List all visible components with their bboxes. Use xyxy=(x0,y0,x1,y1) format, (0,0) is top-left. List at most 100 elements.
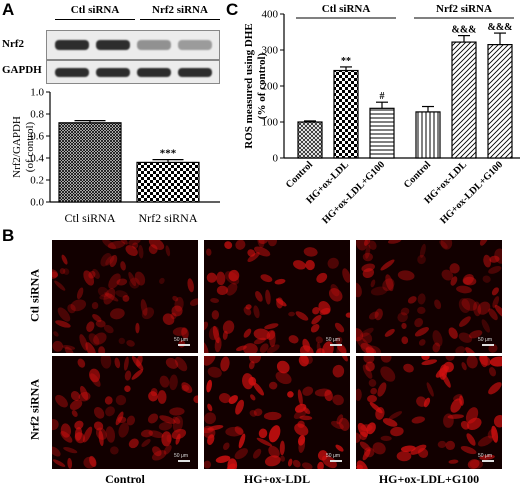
cell xyxy=(356,240,368,251)
cell xyxy=(52,418,59,431)
cell xyxy=(148,430,164,439)
cell xyxy=(334,322,345,333)
cell xyxy=(206,248,212,256)
micro-row-label-ctl: Ctl siRNA xyxy=(27,269,42,322)
cell xyxy=(459,395,464,406)
cell xyxy=(93,421,104,431)
cell xyxy=(99,293,113,300)
cell xyxy=(280,455,286,462)
cell xyxy=(123,356,129,371)
blot-header-line-ctl xyxy=(55,19,135,20)
cell xyxy=(148,240,165,250)
cell xyxy=(134,271,146,286)
cell xyxy=(297,435,306,446)
cell xyxy=(426,382,434,397)
cell xyxy=(265,289,271,305)
cell xyxy=(114,357,121,369)
cell xyxy=(91,302,99,310)
cell xyxy=(216,285,228,296)
cell xyxy=(312,306,320,315)
cell xyxy=(98,430,104,447)
cell xyxy=(460,445,477,455)
cell xyxy=(249,356,262,364)
x-tick-label: HG+ox-LDL+G100 xyxy=(438,159,505,226)
cell xyxy=(206,272,217,283)
cell xyxy=(67,304,76,314)
cell xyxy=(224,241,233,249)
cell xyxy=(204,412,217,425)
cell xyxy=(468,330,483,339)
cell xyxy=(128,271,137,287)
cell xyxy=(212,325,220,344)
cell xyxy=(161,431,172,447)
cell xyxy=(440,240,453,250)
cell xyxy=(110,446,119,455)
cell xyxy=(316,272,328,283)
cell xyxy=(477,435,494,447)
cell xyxy=(148,244,158,255)
cell xyxy=(193,395,198,404)
cell xyxy=(417,293,426,305)
cell xyxy=(140,429,153,438)
cell xyxy=(443,361,454,373)
cell xyxy=(310,324,320,333)
cell xyxy=(414,327,429,337)
cell xyxy=(421,356,430,361)
bar xyxy=(333,69,359,159)
bar xyxy=(136,161,200,203)
cell xyxy=(493,414,502,428)
micro-col-label-hg-oxldl-g100: HG+ox-LDL+G100 xyxy=(378,472,480,486)
cell xyxy=(97,286,109,298)
micro-image-ctl-hg-oxldl: 50 μm xyxy=(204,240,350,353)
cell xyxy=(356,432,361,443)
cell xyxy=(247,249,256,257)
cell xyxy=(396,451,412,462)
cell xyxy=(55,394,68,408)
cell xyxy=(175,433,181,445)
cell xyxy=(388,411,403,420)
cell xyxy=(86,321,95,332)
cell xyxy=(102,240,117,250)
y-tick-label: 0.6 xyxy=(30,131,44,143)
y-axis-label: (% of control) xyxy=(256,52,268,119)
cell xyxy=(462,273,474,285)
cell xyxy=(219,393,231,404)
cell xyxy=(414,318,424,328)
cell xyxy=(162,313,175,326)
cell xyxy=(100,356,112,369)
cell xyxy=(242,373,254,390)
cell xyxy=(491,287,499,296)
y-tick-label: 400 xyxy=(262,9,279,21)
cell xyxy=(207,366,222,378)
cell xyxy=(104,292,119,302)
micro-row-label-nrf2: Nrf2 siRNA xyxy=(27,379,42,440)
cell xyxy=(253,408,263,417)
cell xyxy=(322,455,337,469)
cell xyxy=(208,326,220,341)
cell xyxy=(107,240,126,249)
cell xyxy=(92,268,100,279)
cell xyxy=(100,253,112,267)
cell xyxy=(253,305,260,319)
cell xyxy=(336,345,347,353)
cell xyxy=(115,394,127,406)
cell xyxy=(157,390,167,404)
cell xyxy=(115,411,124,426)
cell xyxy=(158,421,173,431)
scale-bar xyxy=(482,344,494,346)
scale-bar-text: 50 μm xyxy=(174,453,188,459)
cell xyxy=(264,455,281,467)
cell xyxy=(488,266,502,274)
cell xyxy=(362,364,373,379)
cell xyxy=(61,254,68,265)
cell xyxy=(169,374,178,391)
cell xyxy=(357,422,369,438)
cell xyxy=(215,455,231,463)
y-tick-label: 0.0 xyxy=(30,197,44,209)
cell xyxy=(299,345,314,353)
micro-col-label-hg-oxldl: HG+ox-LDL xyxy=(243,472,311,486)
cell xyxy=(172,295,179,302)
cell xyxy=(401,336,409,345)
cell xyxy=(417,254,426,265)
cell xyxy=(147,413,159,424)
